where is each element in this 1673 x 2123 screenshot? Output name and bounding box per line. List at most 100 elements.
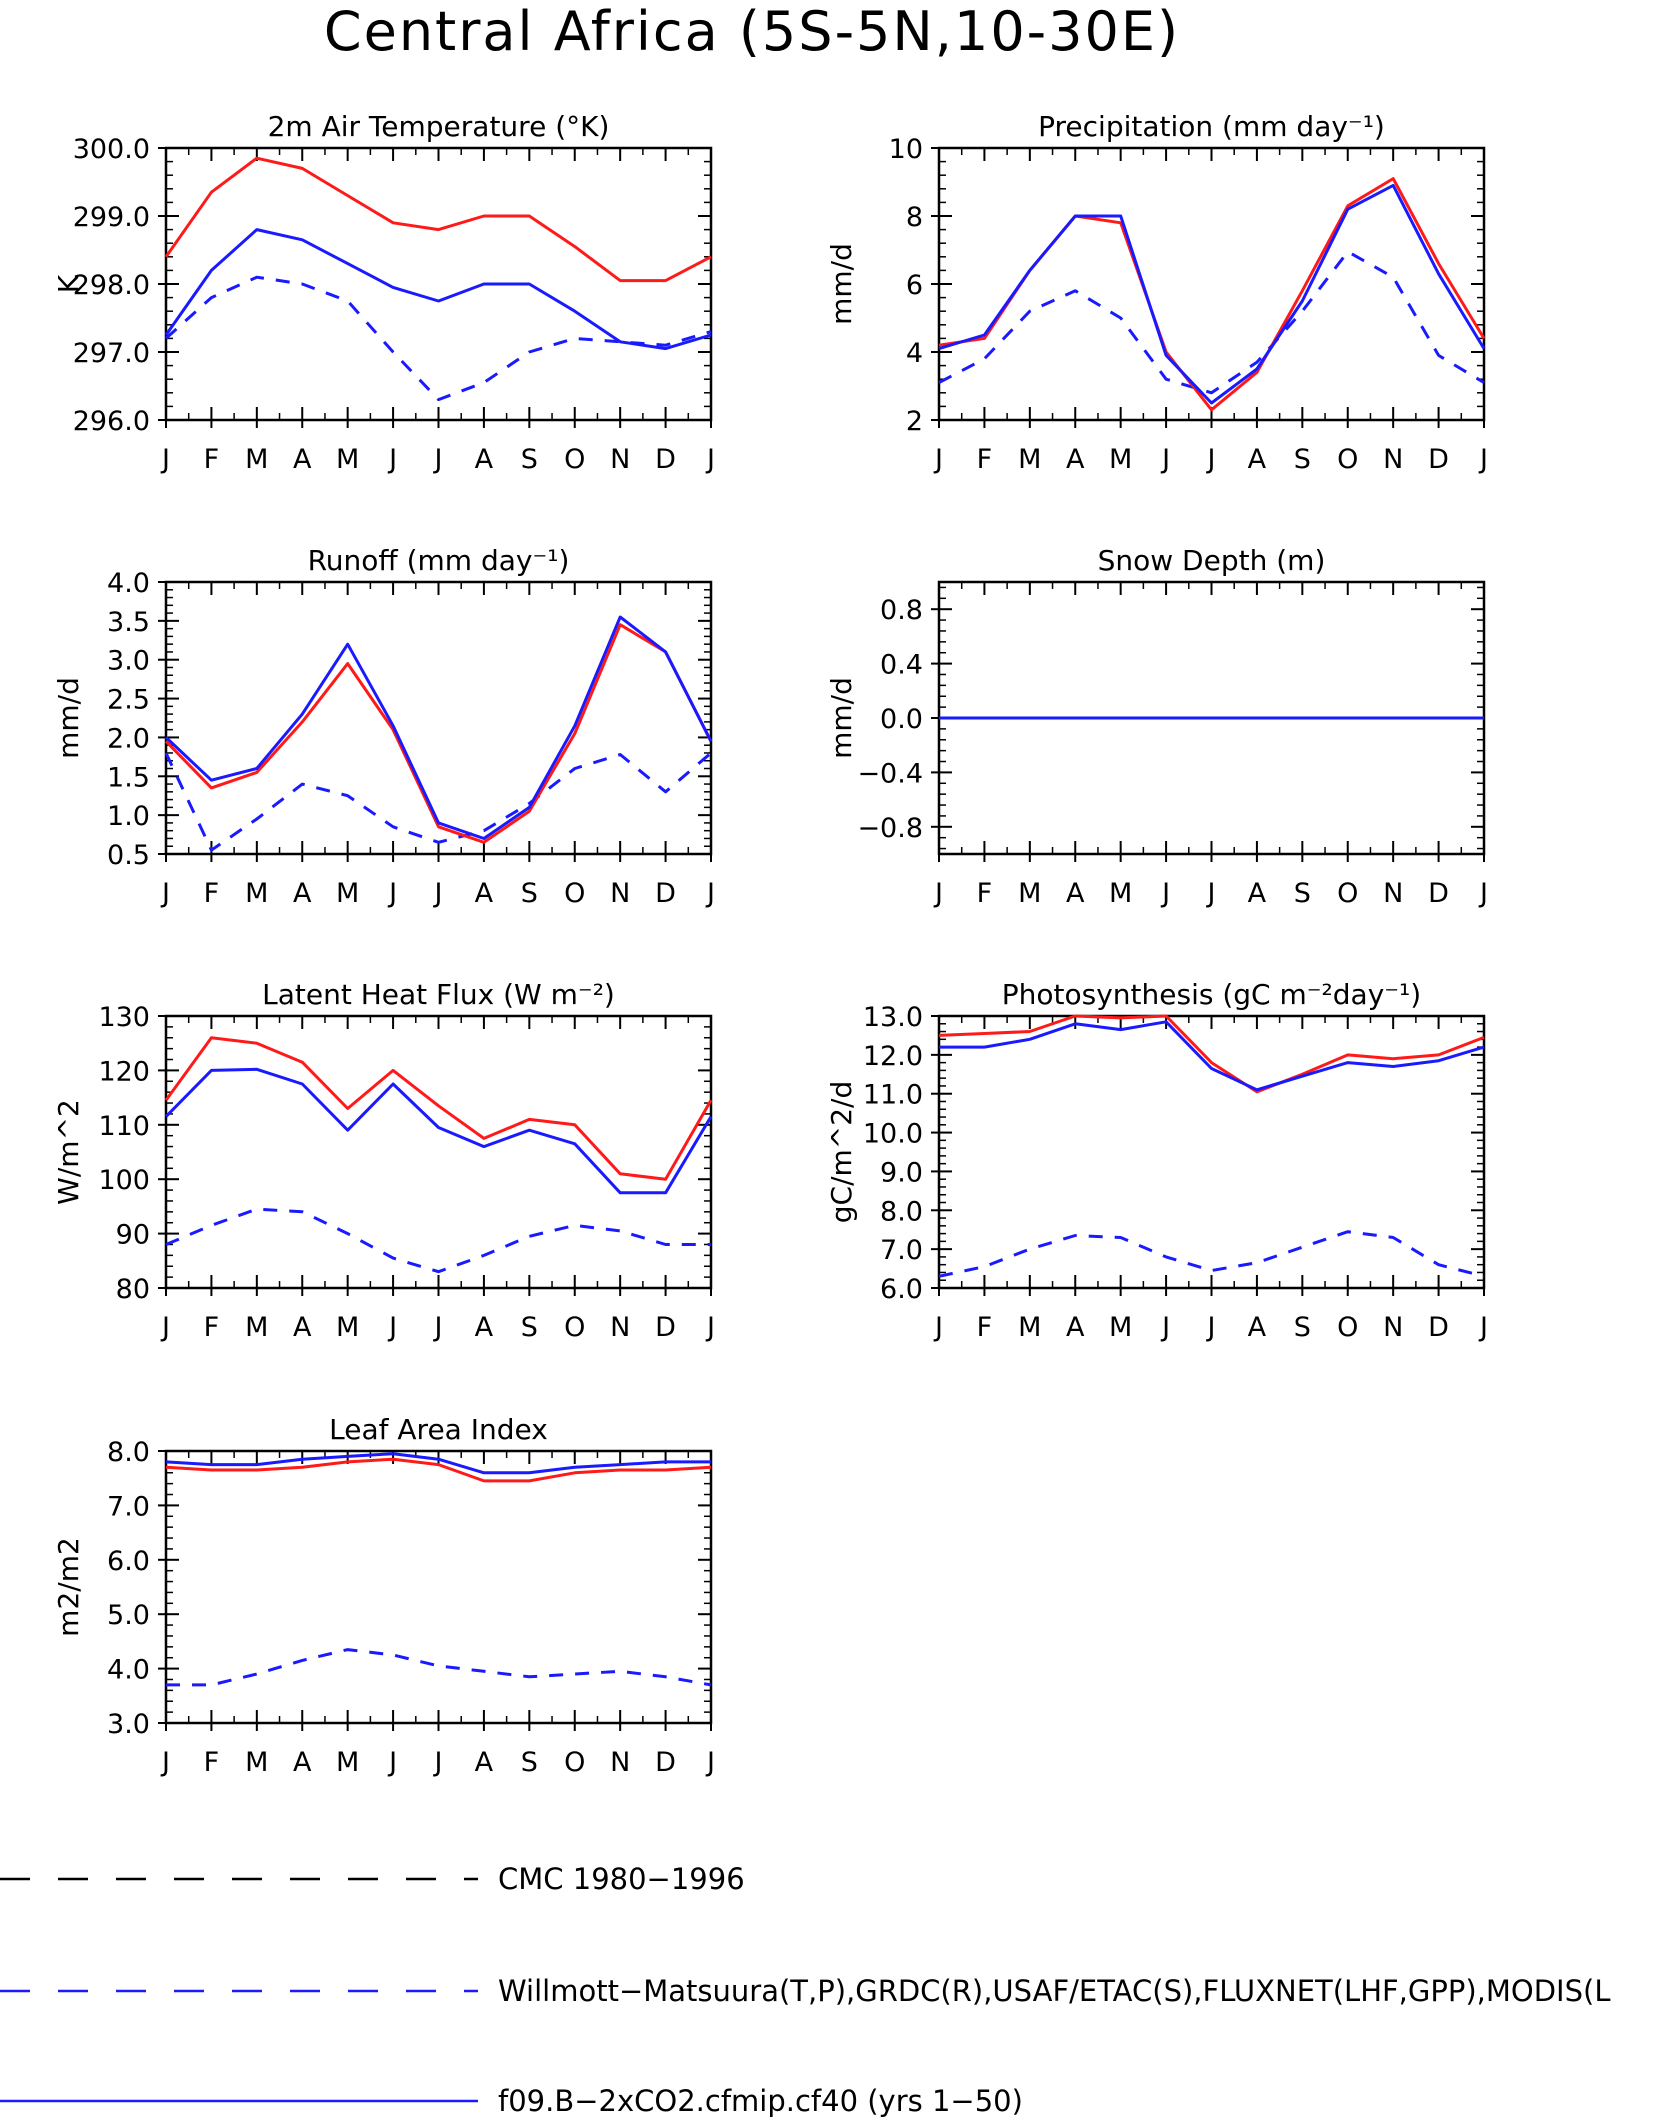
y-tick-label: 110 — [98, 1111, 150, 1142]
x-tick-label: A — [475, 1312, 494, 1343]
x-tick-label: J — [1478, 878, 1488, 909]
x-tick-label: F — [977, 878, 993, 909]
x-tick-label: M — [336, 878, 359, 909]
y-tick-label: 299.0 — [73, 202, 150, 233]
x-tick-label: J — [1160, 1312, 1170, 1343]
x-tick-label: J — [160, 878, 170, 909]
x-tick-label: O — [564, 1747, 585, 1778]
x-tick-label: J — [705, 1747, 715, 1778]
y-tick-label: 12.0 — [863, 1041, 923, 1072]
obs-series-line — [938, 250, 1485, 395]
chart-panel-3: Snow Depth (m)mm/dJ F M A M J J A S O N D J−0.8−0.40… — [825, 544, 1488, 909]
plot-frame — [164, 146, 713, 422]
x-tick-label: J — [933, 444, 943, 475]
y-tick-label: 90 — [116, 1220, 150, 1251]
chart-panel-0: 2m Air Temperature (°K)KJ F M A M J J A S O N D J296… — [52, 110, 715, 475]
run2-series-line — [938, 1014, 1485, 1094]
x-tick-label: S — [1294, 1312, 1311, 1343]
y-axis-label: mm/d — [825, 677, 858, 759]
run1-series-line — [164, 228, 712, 351]
x-tick-label: N — [610, 444, 630, 475]
x-tick-label: J — [1160, 878, 1170, 909]
chart-title: Snow Depth (m) — [1098, 544, 1326, 577]
y-tick-label: 0.5 — [107, 840, 150, 871]
y-tick-label: 5.0 — [107, 1600, 150, 1631]
x-tick-label: A — [1248, 444, 1267, 475]
x-tick-label: J — [160, 1312, 170, 1343]
x-tick-label: F — [204, 878, 220, 909]
y-tick-label: 3.0 — [107, 646, 150, 677]
obs-series-line — [165, 1207, 711, 1274]
y-tick-label: 4.0 — [107, 1655, 150, 1686]
run2-series-line — [164, 156, 712, 283]
x-tick-label: A — [293, 1747, 312, 1778]
y-tick-label: 8.0 — [107, 1437, 150, 1468]
y-tick-label: 298.0 — [73, 270, 150, 301]
x-tick-label: J — [160, 444, 170, 475]
x-tick-label: N — [1383, 1312, 1403, 1343]
y-tick-label: 6.0 — [880, 1274, 923, 1305]
chart-panel-2: Runoff (mm day⁻¹)mm/dJ F M A M J J A S O N D J0.51.0… — [52, 544, 715, 909]
x-tick-label: F — [204, 1312, 220, 1343]
x-tick-label: J — [1478, 444, 1488, 475]
y-tick-label: 0.8 — [880, 595, 923, 626]
y-tick-label: 0.4 — [880, 650, 923, 681]
x-tick-label: D — [1428, 878, 1449, 909]
x-tick-label: N — [1383, 878, 1403, 909]
y-tick-label: 4 — [906, 338, 923, 369]
run2-series-line — [164, 623, 713, 844]
panels: 2m Air Temperature (°K)KJ F M A M J J A S O N D J296… — [52, 110, 1488, 1778]
chart-title: 2m Air Temperature (°K) — [268, 110, 610, 143]
chart-panel-4: Latent Heat Flux (W m⁻²)W/m^2J F M A M J J A S O N… — [52, 978, 715, 1343]
x-tick-label: A — [1248, 1312, 1267, 1343]
x-tick-label: M — [245, 444, 268, 475]
x-tick-label: J — [1206, 878, 1216, 909]
y-tick-label: −0.4 — [857, 758, 923, 789]
x-tick-label: D — [655, 444, 676, 475]
x-tick-label: M — [336, 444, 359, 475]
y-tick-label: 10 — [889, 134, 923, 165]
x-tick-label: N — [1383, 444, 1403, 475]
x-tick-label: O — [1337, 878, 1358, 909]
run1-series-line — [164, 615, 713, 840]
x-tick-label: F — [977, 1312, 993, 1343]
x-tick-label: M — [1018, 1312, 1041, 1343]
y-tick-label: 2.0 — [107, 723, 150, 754]
x-tick-label: N — [610, 878, 630, 909]
chart-title: Leaf Area Index — [329, 1413, 548, 1446]
x-tick-label: O — [1337, 444, 1358, 475]
x-tick-label: A — [293, 444, 312, 475]
y-tick-label: 2 — [906, 406, 923, 437]
x-tick-label: J — [387, 878, 397, 909]
y-axis-label: mm/d — [52, 677, 85, 759]
x-tick-label: N — [610, 1747, 630, 1778]
x-tick-label: J — [387, 1312, 397, 1343]
run1-series-line — [164, 1067, 713, 1195]
y-tick-label: 11.0 — [863, 1080, 923, 1111]
x-tick-label: S — [1294, 878, 1311, 909]
chart-title: Photosynthesis (gC m⁻²day⁻¹) — [1002, 978, 1421, 1011]
y-tick-label: 297.0 — [73, 338, 150, 369]
x-tick-label: M — [1109, 1312, 1132, 1343]
y-tick-label: 8.0 — [880, 1196, 923, 1227]
run2-series-line — [164, 1036, 713, 1181]
x-tick-label: J — [433, 444, 443, 475]
x-tick-label: O — [564, 878, 585, 909]
y-tick-label: 3.0 — [107, 1709, 150, 1740]
chart-title: Runoff (mm day⁻¹) — [308, 544, 570, 577]
x-tick-label: J — [433, 1747, 443, 1778]
y-tick-label: 13.0 — [863, 1002, 923, 1033]
run1-series-line — [938, 183, 1486, 405]
x-tick-label: M — [1018, 878, 1041, 909]
x-tick-label: J — [933, 1312, 943, 1343]
x-tick-label: M — [245, 1747, 268, 1778]
y-tick-label: 4.0 — [107, 568, 150, 599]
x-tick-label: J — [387, 1747, 397, 1778]
y-tick-label: 6 — [906, 270, 923, 301]
x-tick-label: J — [387, 444, 397, 475]
x-tick-label: D — [1428, 444, 1449, 475]
x-tick-label: M — [336, 1312, 359, 1343]
y-axis-label: K — [52, 274, 85, 293]
